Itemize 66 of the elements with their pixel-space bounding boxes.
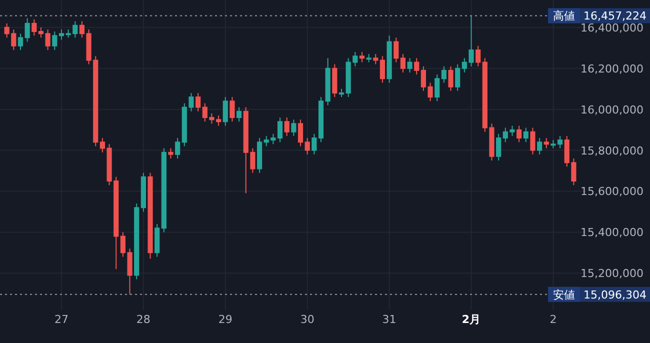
candlestick [230, 96, 235, 122]
candlestick [394, 37, 399, 63]
candlestick [530, 127, 536, 155]
candlestick [455, 64, 460, 92]
candlestick [414, 58, 420, 76]
price-tag: 安値 15,096,304 [548, 286, 650, 302]
y-tick-label: 16,400,000 [580, 21, 644, 34]
candlestick [222, 96, 228, 126]
y-tick-label: 15,200,000 [580, 267, 644, 280]
candlestick [516, 125, 522, 143]
candlestick [366, 54, 372, 63]
candlestick [140, 172, 146, 212]
x-tick-label: 2月 [462, 313, 481, 326]
candlestick [284, 117, 290, 136]
candlestick [523, 127, 528, 143]
y-tick-label: 15,600,000 [580, 185, 644, 198]
candlestick [400, 54, 406, 73]
candlestick [161, 148, 166, 233]
candlestick [434, 74, 440, 102]
x-tick-label: 29 [218, 313, 232, 326]
candlestick [32, 18, 37, 36]
candlestick [256, 138, 262, 174]
candlestick [407, 58, 412, 73]
x-tick-label: 30 [300, 313, 314, 326]
candlestick [380, 56, 386, 84]
candlestick [291, 119, 296, 136]
y-tick-label: 15,800,000 [580, 144, 644, 158]
y-tick-label: 16,000,000 [580, 103, 644, 116]
ref-line-label: 安値 15,096,304 [553, 288, 646, 302]
ref-line-label: 高値 16,457,224 [553, 10, 646, 23]
candlestick [338, 88, 344, 98]
candlestick [24, 18, 30, 42]
candlestick [359, 52, 365, 63]
candlestick [318, 96, 324, 143]
candlestick [386, 35, 392, 84]
candlestick [154, 224, 160, 258]
candlestick [537, 138, 542, 155]
candlestick [134, 203, 140, 280]
candlestick [544, 138, 549, 149]
candlestick [168, 148, 174, 159]
y-tick-label: 16,200,000 [580, 62, 644, 76]
price-tag: 高値 16,457,224 [548, 8, 650, 24]
candlestick [441, 66, 446, 84]
x-tick-label: 28 [136, 313, 150, 326]
x-tick-label: 2 [550, 313, 557, 326]
candlestick [277, 117, 283, 143]
candlestick [52, 31, 58, 50]
candlestick [18, 33, 24, 50]
y-tick-label: 15,400,000 [580, 226, 644, 240]
candlestick [496, 133, 502, 162]
candlestick [236, 106, 242, 122]
candlestick [332, 64, 338, 98]
candlestick [175, 138, 180, 159]
candlestick [373, 54, 378, 65]
candlestick [148, 172, 153, 260]
candlestick [476, 45, 481, 67]
candlestick [312, 133, 317, 155]
candlestick [304, 138, 310, 155]
candlestick [38, 26, 44, 38]
x-tick-label: 31 [382, 313, 396, 326]
candlestick [325, 58, 330, 106]
candlestick [45, 28, 50, 50]
x-tick-label: 27 [54, 313, 68, 326]
candlestick [448, 66, 454, 92]
candlestick [298, 119, 304, 147]
candlestick [196, 92, 201, 112]
